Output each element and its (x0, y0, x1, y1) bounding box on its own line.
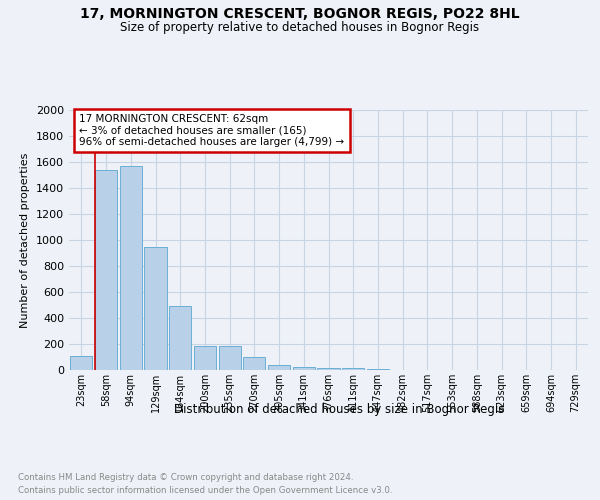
Text: Contains HM Land Registry data © Crown copyright and database right 2024.: Contains HM Land Registry data © Crown c… (18, 472, 353, 482)
Text: Contains public sector information licensed under the Open Government Licence v3: Contains public sector information licen… (18, 486, 392, 495)
Bar (70, 356, 92, 370)
Bar (268, 365, 290, 370)
Bar (169, 306, 191, 370)
Text: 17, MORNINGTON CRESCENT, BOGNOR REGIS, PO22 8HL: 17, MORNINGTON CRESCENT, BOGNOR REGIS, P… (80, 8, 520, 22)
Bar (218, 346, 241, 370)
Text: 17 MORNINGTON CRESCENT: 62sqm
← 3% of detached houses are smaller (165)
96% of s: 17 MORNINGTON CRESCENT: 62sqm ← 3% of de… (79, 114, 344, 147)
Bar (293, 367, 315, 370)
Bar (194, 346, 216, 370)
Bar (342, 368, 364, 370)
Bar (243, 357, 265, 370)
Text: Distribution of detached houses by size in Bognor Regis: Distribution of detached houses by size … (174, 402, 504, 415)
Bar (317, 368, 340, 370)
Bar (145, 247, 167, 370)
Y-axis label: Number of detached properties: Number of detached properties (20, 152, 31, 328)
Text: Size of property relative to detached houses in Bognor Regis: Size of property relative to detached ho… (121, 21, 479, 34)
Bar (95, 170, 117, 370)
Bar (119, 166, 142, 370)
